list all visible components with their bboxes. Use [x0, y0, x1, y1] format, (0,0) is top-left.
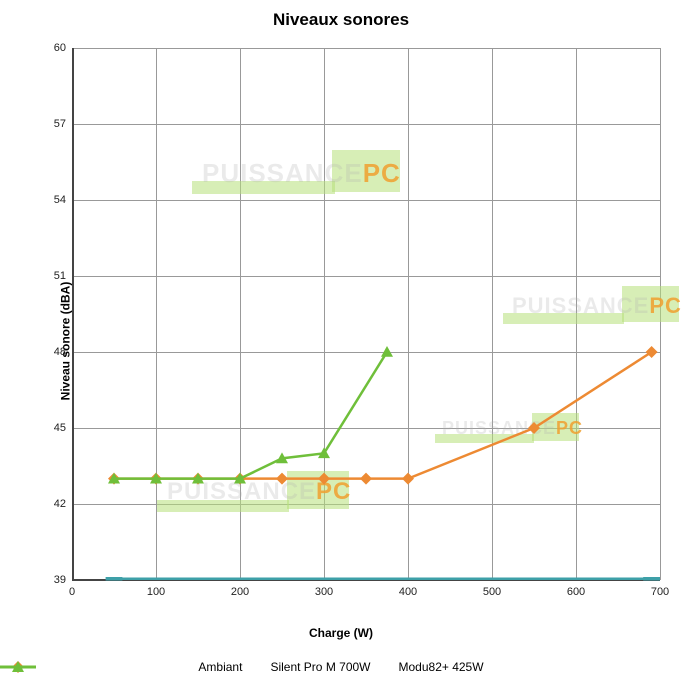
y-axis-label: Niveau sonore (dBA): [58, 282, 72, 401]
legend-item-modu: Modu82+ 425W: [399, 660, 484, 674]
chart-title: Niveaux sonores: [0, 10, 682, 30]
legend-item-silent: Silent Pro M 700W: [270, 660, 370, 674]
legend-item-ambiant: Ambiant: [198, 660, 242, 674]
legend-label: Ambiant: [198, 660, 242, 674]
legend-label: Silent Pro M 700W: [270, 660, 370, 674]
plot-area: 39424548515457600100200300400500600700PU…: [72, 48, 660, 580]
x-axis-label: Charge (W): [0, 626, 682, 640]
legend-label: Modu82+ 425W: [399, 660, 484, 674]
legend: Ambiant Silent Pro M 700W Modu82+ 425W: [0, 660, 682, 674]
